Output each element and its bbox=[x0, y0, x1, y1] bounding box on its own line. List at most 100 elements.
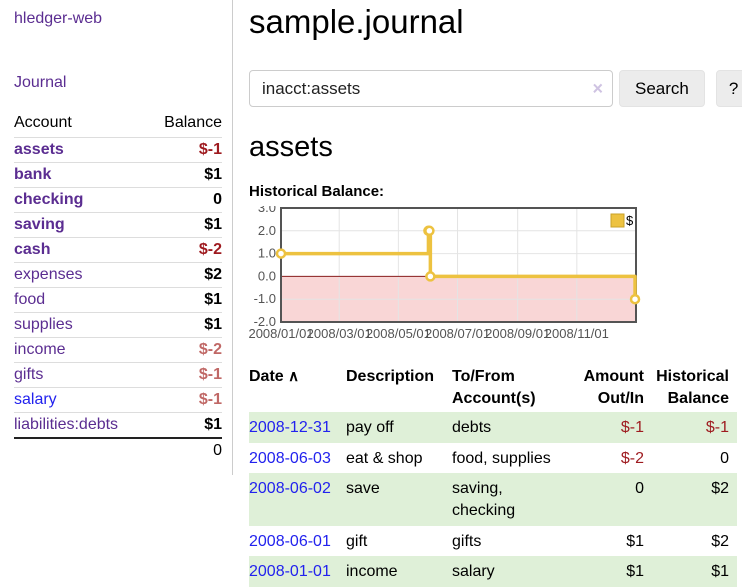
account-heading: assets bbox=[249, 131, 333, 163]
historical-balance-chart[interactable]: $3.0 2.0 1.0 0.0 -1.0 -2.0 2008/01/01 2008/03/0… bbox=[248, 200, 641, 346]
transaction-date-link[interactable]: 2008-06-03 bbox=[249, 449, 331, 467]
legend-label: $ bbox=[626, 213, 634, 228]
account-row: saving $1 bbox=[14, 212, 222, 238]
date-column-header: Date ∧ bbox=[249, 368, 300, 385]
account-row: salary $-1 bbox=[14, 387, 222, 413]
transaction-description: eat & shop bbox=[346, 449, 423, 467]
account-table-body: assets $-1 bank $1 checking 0 saving $1 cash $-2 e… bbox=[14, 137, 222, 464]
account-balance: $-2 bbox=[198, 341, 222, 358]
register-header-row: Date ∧ Description To/From Account(s) Am… bbox=[249, 363, 737, 412]
account-row: food $1 bbox=[14, 287, 222, 313]
account-row: gifts $-1 bbox=[14, 362, 222, 388]
transaction-date-link[interactable]: 2008-01-01 bbox=[249, 563, 331, 581]
account-link[interactable]: assets bbox=[14, 141, 64, 158]
transaction-date-link[interactable]: 2008-06-01 bbox=[249, 532, 331, 550]
account-balance: $1 bbox=[204, 416, 222, 433]
chart-title: Historical Balance: bbox=[249, 183, 385, 200]
page-title: sample.journal bbox=[249, 3, 464, 40]
total-balance: 0 bbox=[213, 442, 222, 459]
sidebar: hledger-web Journal Account Balance asse… bbox=[0, 0, 233, 475]
account-table-header: Account Balance bbox=[14, 111, 222, 138]
transaction-balance: $2 bbox=[711, 480, 729, 498]
account-balance: $-1 bbox=[198, 391, 222, 408]
search-button[interactable]: Search bbox=[619, 70, 705, 107]
data-point-marker bbox=[424, 225, 435, 237]
account-row: assets $-1 bbox=[14, 137, 222, 163]
transaction-accounts: salary bbox=[452, 563, 495, 581]
y-axis-tick-label: 1.0 bbox=[258, 246, 276, 261]
transaction-row: 2008-06-01 gift gifts $1 $2 bbox=[249, 526, 737, 557]
account-balance: $-1 bbox=[198, 141, 222, 158]
balance-column-header: Balance bbox=[164, 114, 222, 131]
transaction-description: income bbox=[346, 563, 398, 581]
data-point-marker bbox=[425, 271, 436, 282]
data-point-marker bbox=[275, 248, 287, 259]
account-balance: $-1 bbox=[198, 366, 222, 383]
transaction-balance: $2 bbox=[711, 532, 729, 550]
transaction-accounts: debts bbox=[452, 419, 492, 437]
help-button[interactable]: ? bbox=[715, 70, 742, 107]
transaction-accounts: gifts bbox=[452, 532, 482, 550]
transaction-date-link[interactable]: 2008-12-31 bbox=[249, 419, 331, 437]
account-link[interactable]: saving bbox=[14, 216, 65, 233]
account-link[interactable]: liabilities:debts bbox=[14, 416, 119, 433]
transaction-row: 2008-12-31 pay off debts $-1 $-1 bbox=[249, 412, 737, 443]
account-link[interactable]: income bbox=[14, 341, 66, 358]
clear-search-icon[interactable]: × bbox=[592, 78, 603, 99]
account-link[interactable]: bank bbox=[14, 166, 52, 183]
legend-swatch bbox=[610, 213, 625, 228]
transaction-row: 2008-06-02 save saving, checking 0 $2 bbox=[249, 473, 737, 526]
transaction-row: 2008-06-03 eat & shop food, supplies $-2 0 bbox=[249, 443, 737, 474]
transaction-balance: 0 bbox=[720, 449, 729, 467]
y-axis-tick-label: -1.0 bbox=[254, 291, 276, 306]
transaction-accounts: food, supplies bbox=[452, 449, 551, 467]
account-link[interactable]: food bbox=[14, 291, 46, 308]
transaction-amount: $-1 bbox=[620, 419, 644, 437]
account-balance-table: Account Balance assets $-1 bank $1 checking 0… bbox=[14, 111, 222, 463]
account-link[interactable]: expenses bbox=[14, 266, 83, 283]
y-axis-tick-label: 2.0 bbox=[258, 223, 276, 238]
account-row: bank $1 bbox=[14, 162, 222, 188]
search-form: × Search ? bbox=[249, 70, 742, 107]
account-row: liabilities:debts $1 bbox=[14, 412, 222, 439]
register-table: Date ∧ Description To/From Account(s) Am… bbox=[249, 363, 737, 587]
transaction-balance: $1 bbox=[711, 563, 729, 581]
transaction-description: save bbox=[346, 480, 380, 498]
brand-link[interactable]: hledger-web bbox=[14, 10, 103, 27]
transaction-balance: $-1 bbox=[705, 419, 729, 437]
y-axis-tick-label: 0.0 bbox=[258, 268, 276, 283]
transaction-row: 2008-01-01 income salary $1 $1 bbox=[249, 556, 737, 587]
transaction-date-link[interactable]: 2008-06-02 bbox=[249, 480, 331, 498]
transaction-amount: $1 bbox=[626, 532, 644, 550]
sort-ascending-icon: ∧ bbox=[288, 368, 300, 385]
x-axis-tick-label: 2008/05/01 bbox=[366, 326, 431, 341]
search-input[interactable] bbox=[249, 70, 613, 107]
plot-border bbox=[280, 207, 637, 323]
account-link[interactable]: checking bbox=[14, 191, 84, 208]
y-axis-tick-label: 3.0 bbox=[258, 206, 276, 215]
account-link[interactable]: salary bbox=[14, 391, 57, 408]
amount-column-header: Amount Out/In bbox=[583, 368, 644, 407]
total-row: 0 bbox=[14, 438, 222, 463]
account-balance: $1 bbox=[204, 316, 222, 333]
main-content: sample.journal × Search ? assets Histori… bbox=[233, 0, 742, 587]
register-table-body: 2008-12-31 pay off debts $-1 $-1 2008-06-03 ea… bbox=[249, 412, 737, 587]
x-axis-tick-label: 2008/09/01 bbox=[485, 326, 550, 341]
account-balance: 0 bbox=[213, 191, 222, 208]
x-axis-tick-label: 2008/01/01 bbox=[249, 326, 314, 341]
account-row: expenses $2 bbox=[14, 262, 222, 288]
x-axis-tick-label: 2008/07/01 bbox=[425, 326, 490, 341]
account-column-header: Account bbox=[14, 114, 72, 131]
chart-svg: $3.0 2.0 1.0 0.0 -1.0 -2.02008/01/012008/03/0… bbox=[248, 200, 641, 341]
transaction-amount: $1 bbox=[626, 563, 644, 581]
account-row: cash $-2 bbox=[14, 237, 222, 263]
account-link[interactable]: gifts bbox=[14, 366, 44, 383]
account-link[interactable]: cash bbox=[14, 241, 51, 258]
account-link[interactable]: supplies bbox=[14, 316, 73, 333]
sidebar-item-journal[interactable]: Journal bbox=[14, 74, 67, 91]
account-balance: $-2 bbox=[198, 241, 222, 258]
transaction-description: gift bbox=[346, 532, 368, 550]
account-row: supplies $1 bbox=[14, 312, 222, 338]
account-balance: $1 bbox=[204, 166, 222, 183]
